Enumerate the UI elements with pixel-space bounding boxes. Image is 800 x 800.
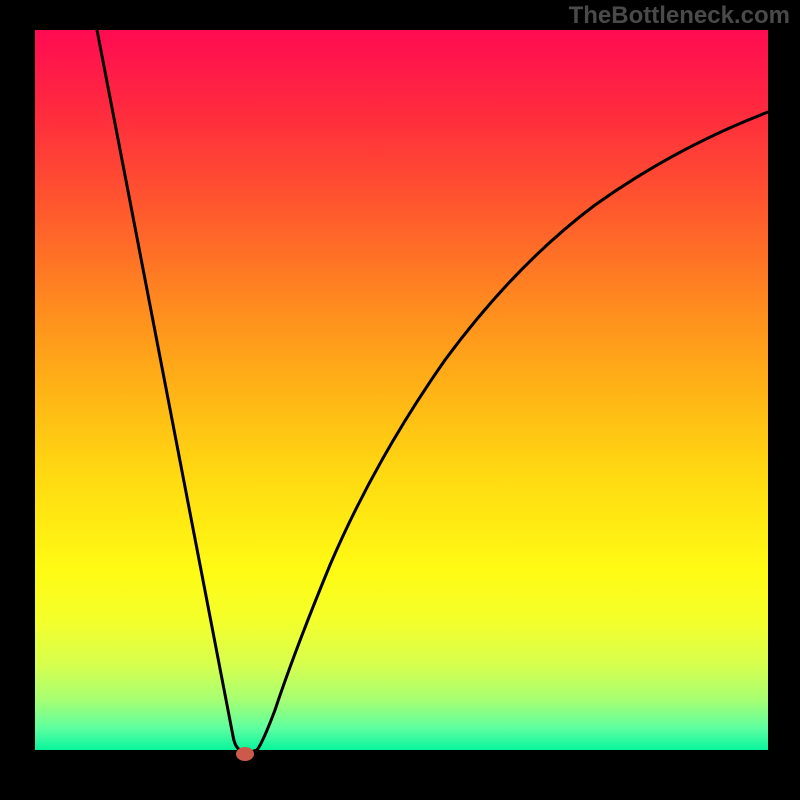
bottleneck-curve [35,30,768,763]
plot-area [35,30,768,763]
optimal-point-marker [236,747,254,761]
watermark-text: TheBottleneck.com [569,2,790,30]
chart-container: { "watermark": { "text": "TheBottleneck.… [0,0,800,800]
